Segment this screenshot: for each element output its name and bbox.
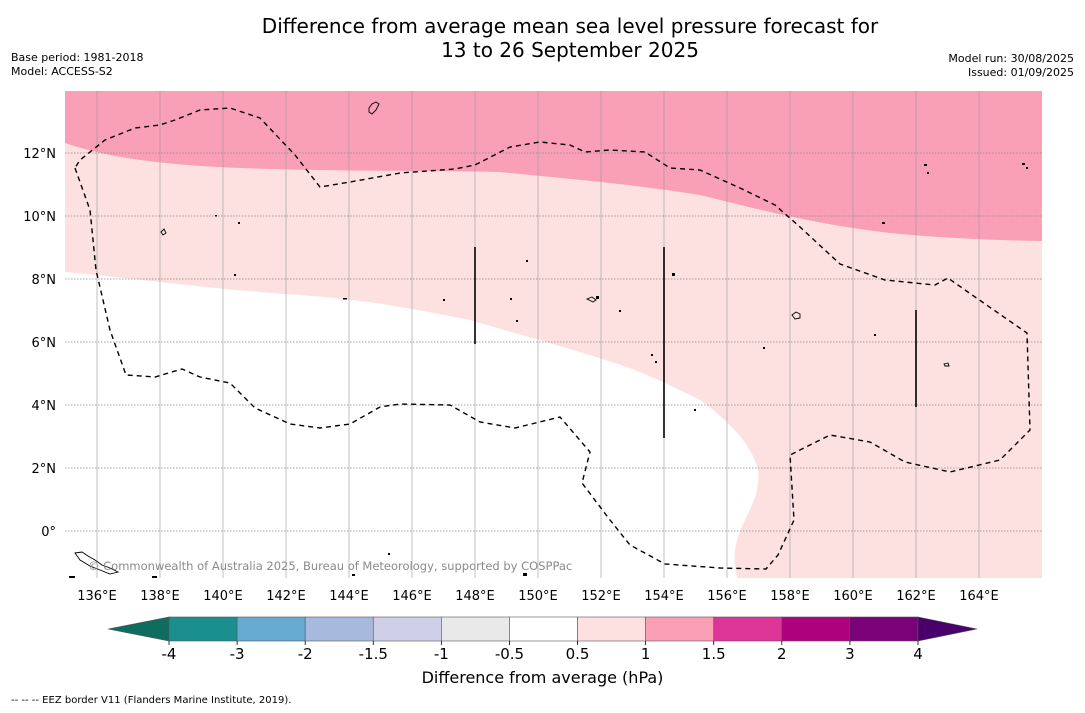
lon-tick: 162°E [896, 589, 936, 604]
anomaly-region-1-to-1-5 [65, 91, 1042, 241]
colorbar-swatch [577, 616, 646, 642]
colorbar-tick-label: -1.5 [359, 645, 388, 663]
colorbar-tick-label: 2 [777, 645, 787, 663]
eez-borders [74, 107, 1031, 570]
parallels [65, 152, 1042, 532]
lon-tick: 164°E [959, 589, 999, 604]
lon-tick: 148°E [455, 589, 495, 604]
lat-tick: 12°N [23, 147, 56, 162]
colorbar-swatch [713, 616, 783, 642]
lat-tick: 4°N [32, 399, 57, 414]
island-kosrae [943, 362, 950, 367]
colorbar-swatch [781, 616, 851, 642]
lon-tick: 150°E [518, 589, 558, 604]
colorbar-swatch [441, 616, 510, 642]
copyright-notice: © Commonwealth of Australia 2025, Bureau… [88, 559, 572, 573]
colorbar-swatch [168, 616, 238, 642]
lon-tick: 138°E [140, 589, 180, 604]
lon-tick: 142°E [266, 589, 306, 604]
island-yap [160, 228, 167, 236]
atolls [69, 163, 1028, 578]
colorbar-tick-label: 3 [845, 645, 855, 663]
lat-tick-labels: 12°N 10°N 8°N 6°N 4°N 2°N 0° [23, 147, 56, 540]
lat-tick: 0° [41, 525, 56, 540]
model-name: Model: ACCESS-S2 [11, 65, 113, 78]
lat-tick: 10°N [23, 210, 56, 225]
colorbar-swatch [509, 616, 578, 642]
colorbar-tick-label: -1 [434, 645, 449, 663]
island-png-coast [74, 551, 120, 575]
colorbar-over-arrow [917, 616, 978, 642]
colorbar-tick-label: 0.5 [566, 645, 590, 663]
model-run: Model run: 30/08/2025 [948, 52, 1074, 65]
lon-tick: 156°E [707, 589, 747, 604]
eez-footnote: -- -- -- EEZ border V11 (Flanders Marine… [11, 695, 292, 706]
colorbar-tick-label: 1 [641, 645, 651, 663]
lat-tick: 6°N [32, 336, 57, 351]
island-pohnpei [791, 311, 801, 320]
colorbar-swatch [304, 616, 374, 642]
lon-tick: 152°E [581, 589, 621, 604]
lon-tick: 136°E [77, 589, 117, 604]
title-line-2: 13 to 26 September 2025 [441, 38, 699, 62]
lon-tick: 140°E [203, 589, 243, 604]
colorbar-under-arrow [107, 616, 170, 642]
colorbar-tick-label: 1.5 [702, 645, 726, 663]
colorbar-swatch [372, 616, 442, 642]
lon-tick: 144°E [329, 589, 369, 604]
meta-left: Base period: 1981-2018 Model: ACCESS-S2 [11, 51, 143, 79]
colorbar-tick-label: -2 [298, 645, 313, 663]
lon-tick: 146°E [392, 589, 432, 604]
map-area: © Commonwealth of Australia 2025, Bureau… [65, 91, 1042, 578]
eez-solid-borders [474, 247, 917, 438]
lon-tick-labels: 136°E 138°E 140°E 142°E 144°E 146°E 148°… [77, 589, 999, 604]
colorbar-tick-label: 4 [913, 645, 923, 663]
meta-right: Model run: 30/08/2025 Issued: 01/09/2025 [948, 52, 1074, 80]
colorbar-label: Difference from average (hPa) [421, 668, 664, 687]
lat-tick: 2°N [32, 462, 57, 477]
lon-tick: 158°E [770, 589, 810, 604]
lon-tick: 160°E [833, 589, 873, 604]
issued-date: Issued: 01/09/2025 [967, 66, 1074, 79]
lon-tick: 154°E [644, 589, 684, 604]
colorbar: -4 -3 -2 -1.5 -1 -0.5 0.5 1 1.5 2 3 4 [107, 616, 978, 663]
lat-tick: 8°N [32, 273, 57, 288]
island-guam [368, 101, 380, 115]
islands [74, 101, 950, 575]
base-period: Base period: 1981-2018 [11, 51, 144, 64]
colorbar-tick-label: -4 [162, 645, 177, 663]
colorbar-swatch [849, 616, 919, 642]
title-line-1: Difference from average mean sea level p… [261, 14, 879, 38]
colorbar-swatch [645, 616, 715, 642]
colorbar-tick-label: -3 [230, 645, 245, 663]
island-chuuk [585, 296, 597, 303]
colorbar-tick-label: -0.5 [495, 645, 524, 663]
colorbar-swatch [236, 616, 306, 642]
meridians [96, 91, 980, 578]
chart-title: Difference from average mean sea level p… [0, 14, 1085, 62]
eez-border-palau [74, 107, 1031, 570]
